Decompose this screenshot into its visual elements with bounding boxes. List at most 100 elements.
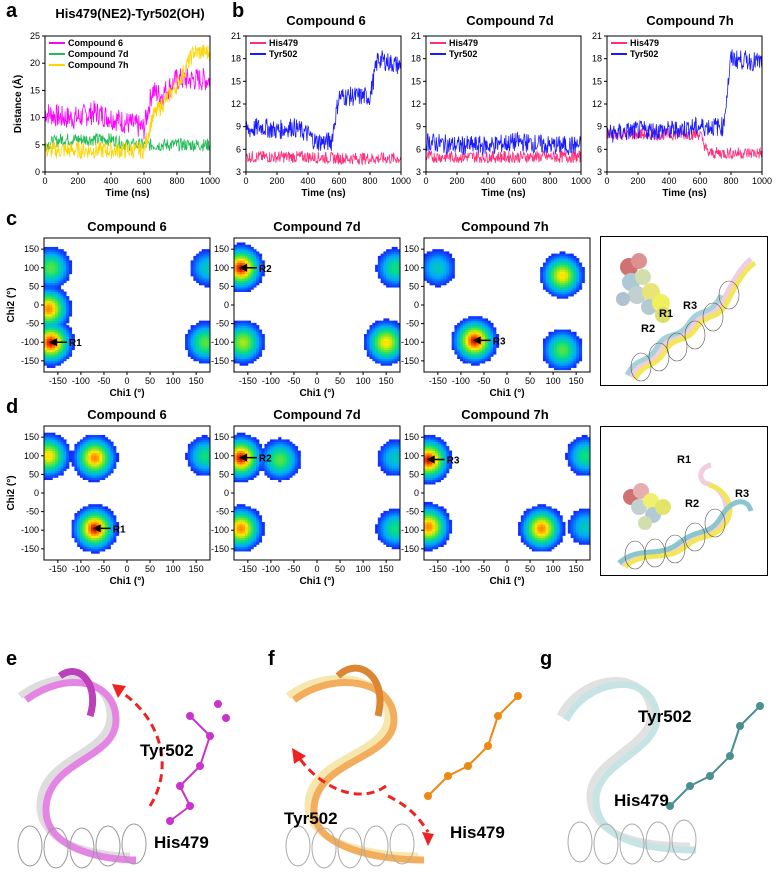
heatmap-cell <box>201 329 205 333</box>
heatmap-cell <box>57 287 61 290</box>
heatmap-cell <box>482 336 486 339</box>
heatmap-cell <box>258 258 263 261</box>
heatmap-cell <box>446 524 450 527</box>
heatmap-cell <box>451 262 455 266</box>
heatmap-cell <box>490 325 494 328</box>
heatmap-cell <box>185 336 189 339</box>
heatmap-cell <box>236 249 240 252</box>
heatmap-cell <box>57 334 61 337</box>
heatmap-cell <box>91 544 95 547</box>
heatmap-cell <box>245 342 249 346</box>
heatmap-cell <box>46 318 50 322</box>
heatmap-cell <box>548 537 552 541</box>
heatmap-cell <box>545 522 549 525</box>
heatmap-cell <box>250 280 254 284</box>
heatmap-cell <box>487 334 491 337</box>
heatmap-cell <box>562 287 566 290</box>
heatmap-cell <box>482 351 486 355</box>
heatmap-cell <box>52 434 56 438</box>
heatmap-cell <box>44 262 48 266</box>
heatmap-cell <box>468 345 472 348</box>
heatmap-cell <box>99 504 103 507</box>
heatmap-cell <box>548 331 552 335</box>
heatmap-cell <box>46 470 50 474</box>
heatmap-cell <box>204 329 208 333</box>
heatmap-cell <box>185 342 189 346</box>
heatmap-cell <box>46 437 50 440</box>
panel-letter-e: e <box>6 648 18 670</box>
heatmap-cell <box>190 345 194 348</box>
heatmap-cell <box>440 264 444 268</box>
heatmap-cell <box>52 354 56 357</box>
heatmap-cell <box>275 452 279 456</box>
heatmap-cell <box>386 535 390 539</box>
heatmap-cell <box>283 455 287 458</box>
heatmap-cell <box>484 327 489 330</box>
heatmap-cell <box>484 354 489 357</box>
heatmap-cell <box>207 329 211 333</box>
heatmap-cell <box>476 363 480 366</box>
heatmap-cell <box>190 264 194 268</box>
heatmap-cell <box>426 479 430 483</box>
heatmap-cell <box>556 347 560 351</box>
heatmap-cell <box>236 441 240 445</box>
heatmap-cell <box>388 459 393 463</box>
heatmap-cell <box>239 513 243 516</box>
heatmap-cell <box>85 439 89 443</box>
heatmap-cell <box>377 258 382 261</box>
heatmap-cell <box>245 289 249 292</box>
heatmap-cells <box>424 249 585 371</box>
heatmap-cell <box>63 322 67 326</box>
heatmap-cell <box>383 517 387 521</box>
heatmap-cell <box>429 448 433 451</box>
heatmap-cell <box>242 331 246 335</box>
heatmap-cell <box>394 325 398 328</box>
heatmap-cell <box>542 358 547 362</box>
heatmap-cell <box>242 271 246 275</box>
heatmap-cell <box>102 548 106 552</box>
heatmap-cell <box>49 275 53 279</box>
heatmap-cell <box>490 342 494 346</box>
heatmap-cell <box>565 289 569 292</box>
heatmap-cell <box>294 459 299 463</box>
heatmap-cell <box>242 544 246 547</box>
heatmap-cell <box>99 530 103 534</box>
heatmap-cell <box>391 342 395 346</box>
heatmap-cell <box>424 501 428 505</box>
heatmap-cell <box>448 526 453 530</box>
heatmap-cell <box>562 273 566 277</box>
heatmap-cell <box>281 475 285 478</box>
heatmap-cell <box>542 544 547 547</box>
heatmap-cell <box>239 289 243 292</box>
heatmap-cell <box>193 269 197 272</box>
heatmap-cell <box>49 258 53 261</box>
heatmap-cell <box>372 325 376 328</box>
heatmap-cell <box>459 347 464 351</box>
heatmap-cell <box>250 284 254 288</box>
heatmap-cell <box>68 450 73 454</box>
heatmap-cell <box>63 327 67 330</box>
heatmap-cell <box>63 300 67 304</box>
heatmap-cell <box>207 439 211 443</box>
heatmap-cell <box>239 351 243 355</box>
heatmap-cell <box>82 439 86 443</box>
heatmap-cell <box>578 284 583 288</box>
heatmap-cell <box>523 526 527 530</box>
heatmap-cell <box>468 356 472 359</box>
heatmap-cell <box>465 351 469 355</box>
heatmap-cell <box>375 325 379 328</box>
heatmap-cell <box>386 537 390 541</box>
heatmap-cell <box>545 517 549 521</box>
heatmap-cell <box>562 329 566 333</box>
heatmap-cell <box>250 508 254 512</box>
heatmap-cell <box>247 360 251 364</box>
x-tick-label: 150 <box>189 564 204 574</box>
heatmap-cell <box>581 273 585 277</box>
heatmap-cell <box>545 287 549 290</box>
heatmap-cell <box>196 267 200 270</box>
heatmap-cell <box>495 338 500 342</box>
heatmap-cell <box>542 522 547 525</box>
heatmap-cell <box>91 508 95 512</box>
heatmap-cell <box>397 282 401 286</box>
heatmap-cell <box>242 548 246 552</box>
